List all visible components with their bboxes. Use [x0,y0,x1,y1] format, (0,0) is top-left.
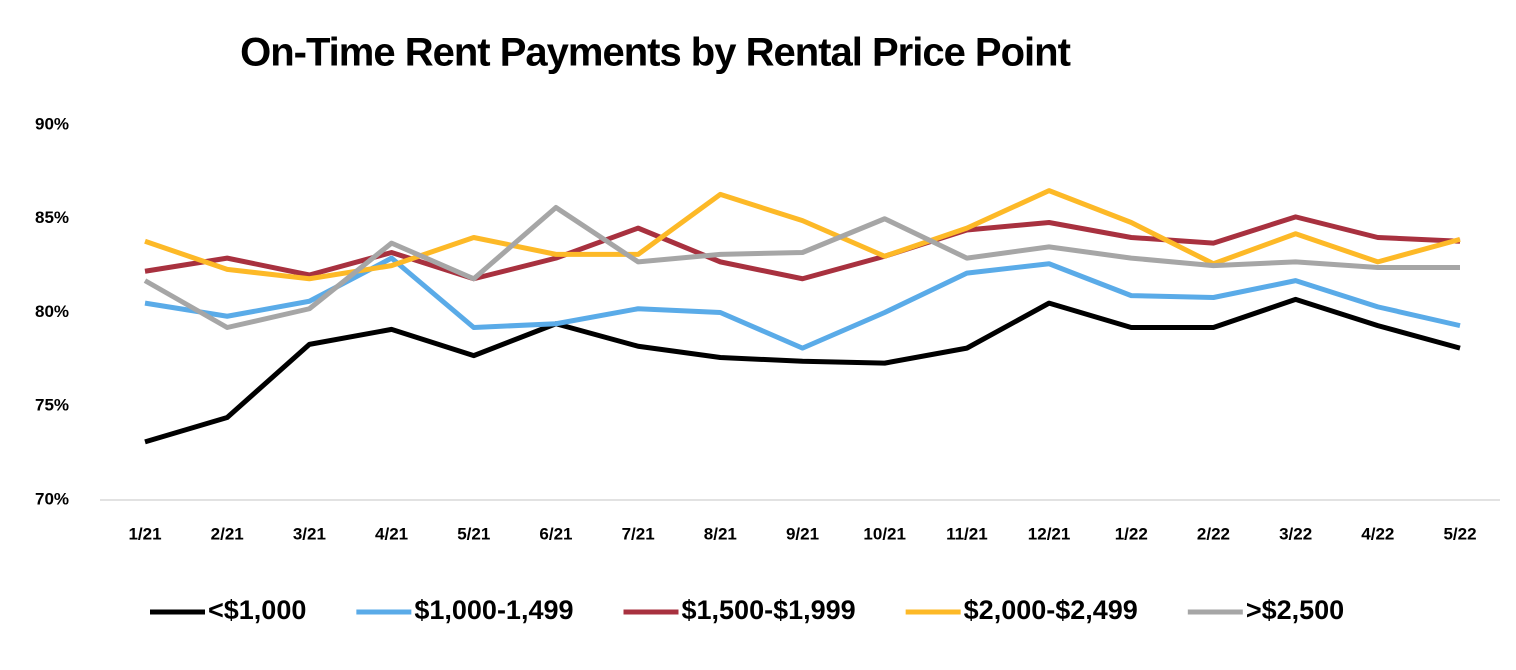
x-tick-label: 11/21 [946,524,988,543]
x-tick-label: 3/22 [1279,524,1312,543]
chart-title: On-Time Rent Payments by Rental Price Po… [240,31,1070,75]
series-line [144,188,1461,282]
y-tick-label: 85% [35,208,69,227]
legend-label: >$2,500 [1246,595,1344,625]
series-line [144,214,1461,282]
x-tick-label: 9/21 [786,524,819,543]
x-tick-label: 3/21 [293,524,326,543]
x-tick-label: 4/21 [375,524,408,543]
x-tick-label: 12/21 [1028,524,1071,543]
legend-label: $2,000-$2,499 [964,595,1138,625]
x-tick-label: 2/22 [1197,524,1230,543]
y-tick-label: 90% [35,114,69,133]
x-tick-label: 4/22 [1361,524,1394,543]
x-tick-label: 2/21 [211,524,244,543]
legend-label: $1,000-1,499 [414,595,573,625]
y-tick-label: 75% [35,396,69,415]
x-tick-label: 1/21 [128,524,161,543]
y-tick-label: 80% [35,302,69,321]
series-line [144,296,1461,445]
legend-label: $1,500-$1,999 [682,595,856,625]
x-tick-label: 5/22 [1443,524,1476,543]
x-tick-label: 1/22 [1115,524,1148,543]
x-tick-label: 6/21 [539,524,572,543]
x-tick-label: 5/21 [457,524,490,543]
y-tick-label: 70% [35,489,69,508]
x-tick-label: 10/21 [863,524,906,543]
x-tick-label: 8/21 [704,524,737,543]
series-line [143,205,1460,330]
x-tick-label: 7/21 [622,524,655,543]
legend-label: <$1,000 [208,595,306,625]
